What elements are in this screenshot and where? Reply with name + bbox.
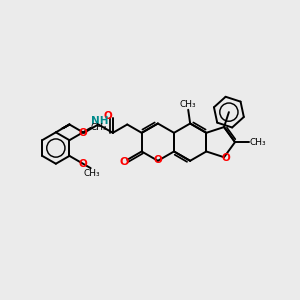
Text: O: O: [78, 128, 87, 138]
Text: O: O: [120, 157, 129, 167]
Text: O: O: [78, 159, 87, 169]
Circle shape: [36, 128, 76, 168]
Text: CH₃: CH₃: [249, 138, 266, 147]
Text: CH₃: CH₃: [90, 123, 107, 132]
Text: O: O: [154, 155, 162, 165]
Text: CH₃: CH₃: [83, 169, 100, 178]
Text: NH: NH: [91, 116, 108, 126]
Text: O: O: [222, 153, 230, 163]
Text: O: O: [103, 111, 112, 121]
Text: CH₃: CH₃: [180, 100, 196, 109]
